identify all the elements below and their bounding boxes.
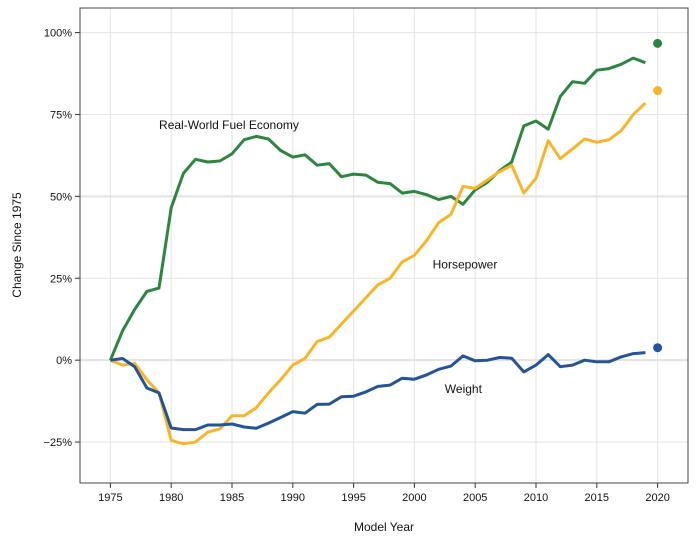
series-line-weight [110, 351, 646, 432]
y-tick-label: 75% [50, 109, 72, 121]
x-tick-label: 2020 [645, 492, 669, 504]
x-tick-label: 1975 [98, 492, 122, 504]
y-tick-label: −25% [44, 437, 73, 449]
plot-frame [79, 7, 689, 484]
x-axis-label: Model Year [354, 520, 414, 534]
series-line-real-world-fuel-economy [109, 56, 646, 361]
y-axis-label: Change Since 1975 [10, 192, 24, 298]
series-line-horsepower [109, 101, 647, 446]
point-2020-horsepower [653, 86, 663, 96]
x-tick-label: 1980 [159, 492, 183, 504]
x-tick-label: 1990 [281, 492, 305, 504]
x-tick-label: 2000 [402, 492, 426, 504]
y-tick-label: 25% [50, 273, 72, 285]
point-2020-weight [653, 343, 663, 353]
x-tick-label: 2015 [585, 492, 609, 504]
x-tick-label: 1995 [341, 492, 365, 504]
series-annotation: Real-World Fuel Economy [159, 118, 299, 132]
point-2020-real-world-fuel-economy [653, 38, 663, 48]
y-tick-label: 50% [50, 191, 72, 203]
x-tick-label: 2010 [524, 492, 548, 504]
x-tick-label: 1985 [220, 492, 244, 504]
x-tick-label: 2005 [463, 492, 487, 504]
y-tick-label: 100% [44, 28, 72, 40]
y-tick-label: 0% [56, 355, 72, 367]
series-annotation: Horsepower [433, 257, 498, 271]
series-annotation: Weight [445, 382, 483, 396]
